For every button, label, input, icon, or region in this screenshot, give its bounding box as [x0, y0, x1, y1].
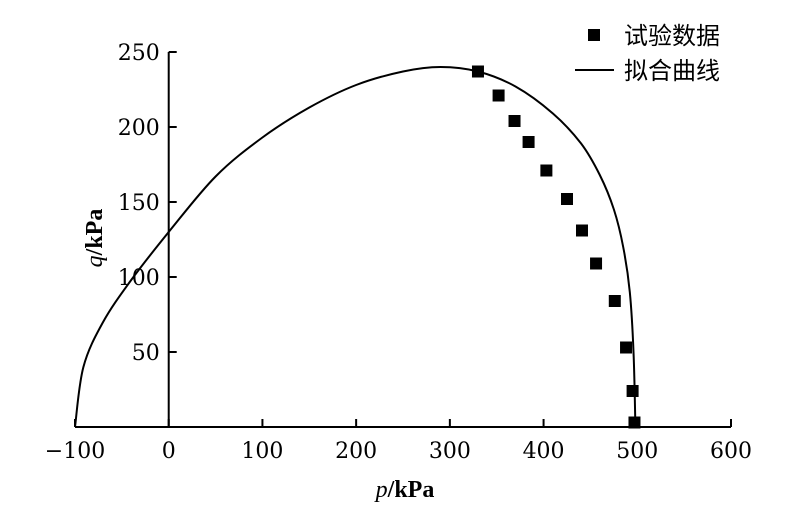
x-axis-unit: /kPa: [387, 477, 435, 503]
data-point: [628, 416, 641, 429]
data-point: [540, 164, 553, 177]
legend-label-test-data: 试验数据: [624, 22, 720, 50]
data-point: [508, 115, 521, 127]
y-tick-label: 250: [118, 41, 160, 66]
y-axis-unit: /kPa: [82, 209, 108, 257]
y-tick-label: 50: [132, 341, 160, 366]
x-tick-label: 200: [335, 439, 377, 464]
data-point: [626, 385, 639, 397]
data-point: [608, 295, 621, 307]
data-point: [492, 89, 505, 102]
x-tick-label: 600: [710, 439, 752, 464]
legend-marker-square: [588, 29, 600, 41]
x-tick-label: 500: [616, 439, 658, 464]
fit-curve-path: [74, 65, 637, 428]
x-axis-title: p/kPa: [374, 477, 435, 503]
fit-curve: [74, 65, 637, 428]
data-point: [575, 224, 588, 237]
data-point: [561, 193, 573, 205]
y-axis-var: q: [82, 255, 108, 267]
x-tick-label: −100: [45, 439, 105, 464]
y-tick-label: 100: [118, 266, 160, 291]
data-point: [620, 341, 633, 354]
x-tick-label: 300: [429, 439, 471, 464]
data-point: [522, 136, 535, 148]
y-axis-title: q/kPa: [82, 209, 108, 268]
data-points: [471, 65, 641, 429]
legend: 试验数据 拟合曲线: [575, 22, 720, 85]
y-tick-label: 150: [118, 191, 160, 216]
tick-labels: −100 0 100 200 300 400 500 600 50 100 150 200 250: [45, 41, 752, 464]
axes: [74, 51, 732, 428]
x-tick-label: 400: [523, 439, 565, 464]
x-tick-label: 100: [241, 439, 283, 464]
legend-label-fit-curve: 拟合曲线: [624, 57, 720, 85]
x-tick-label: 0: [162, 439, 176, 464]
x-axis-var: p: [374, 477, 388, 503]
y-tick-label: 200: [118, 116, 160, 141]
data-point: [471, 65, 484, 78]
data-point: [590, 257, 603, 270]
